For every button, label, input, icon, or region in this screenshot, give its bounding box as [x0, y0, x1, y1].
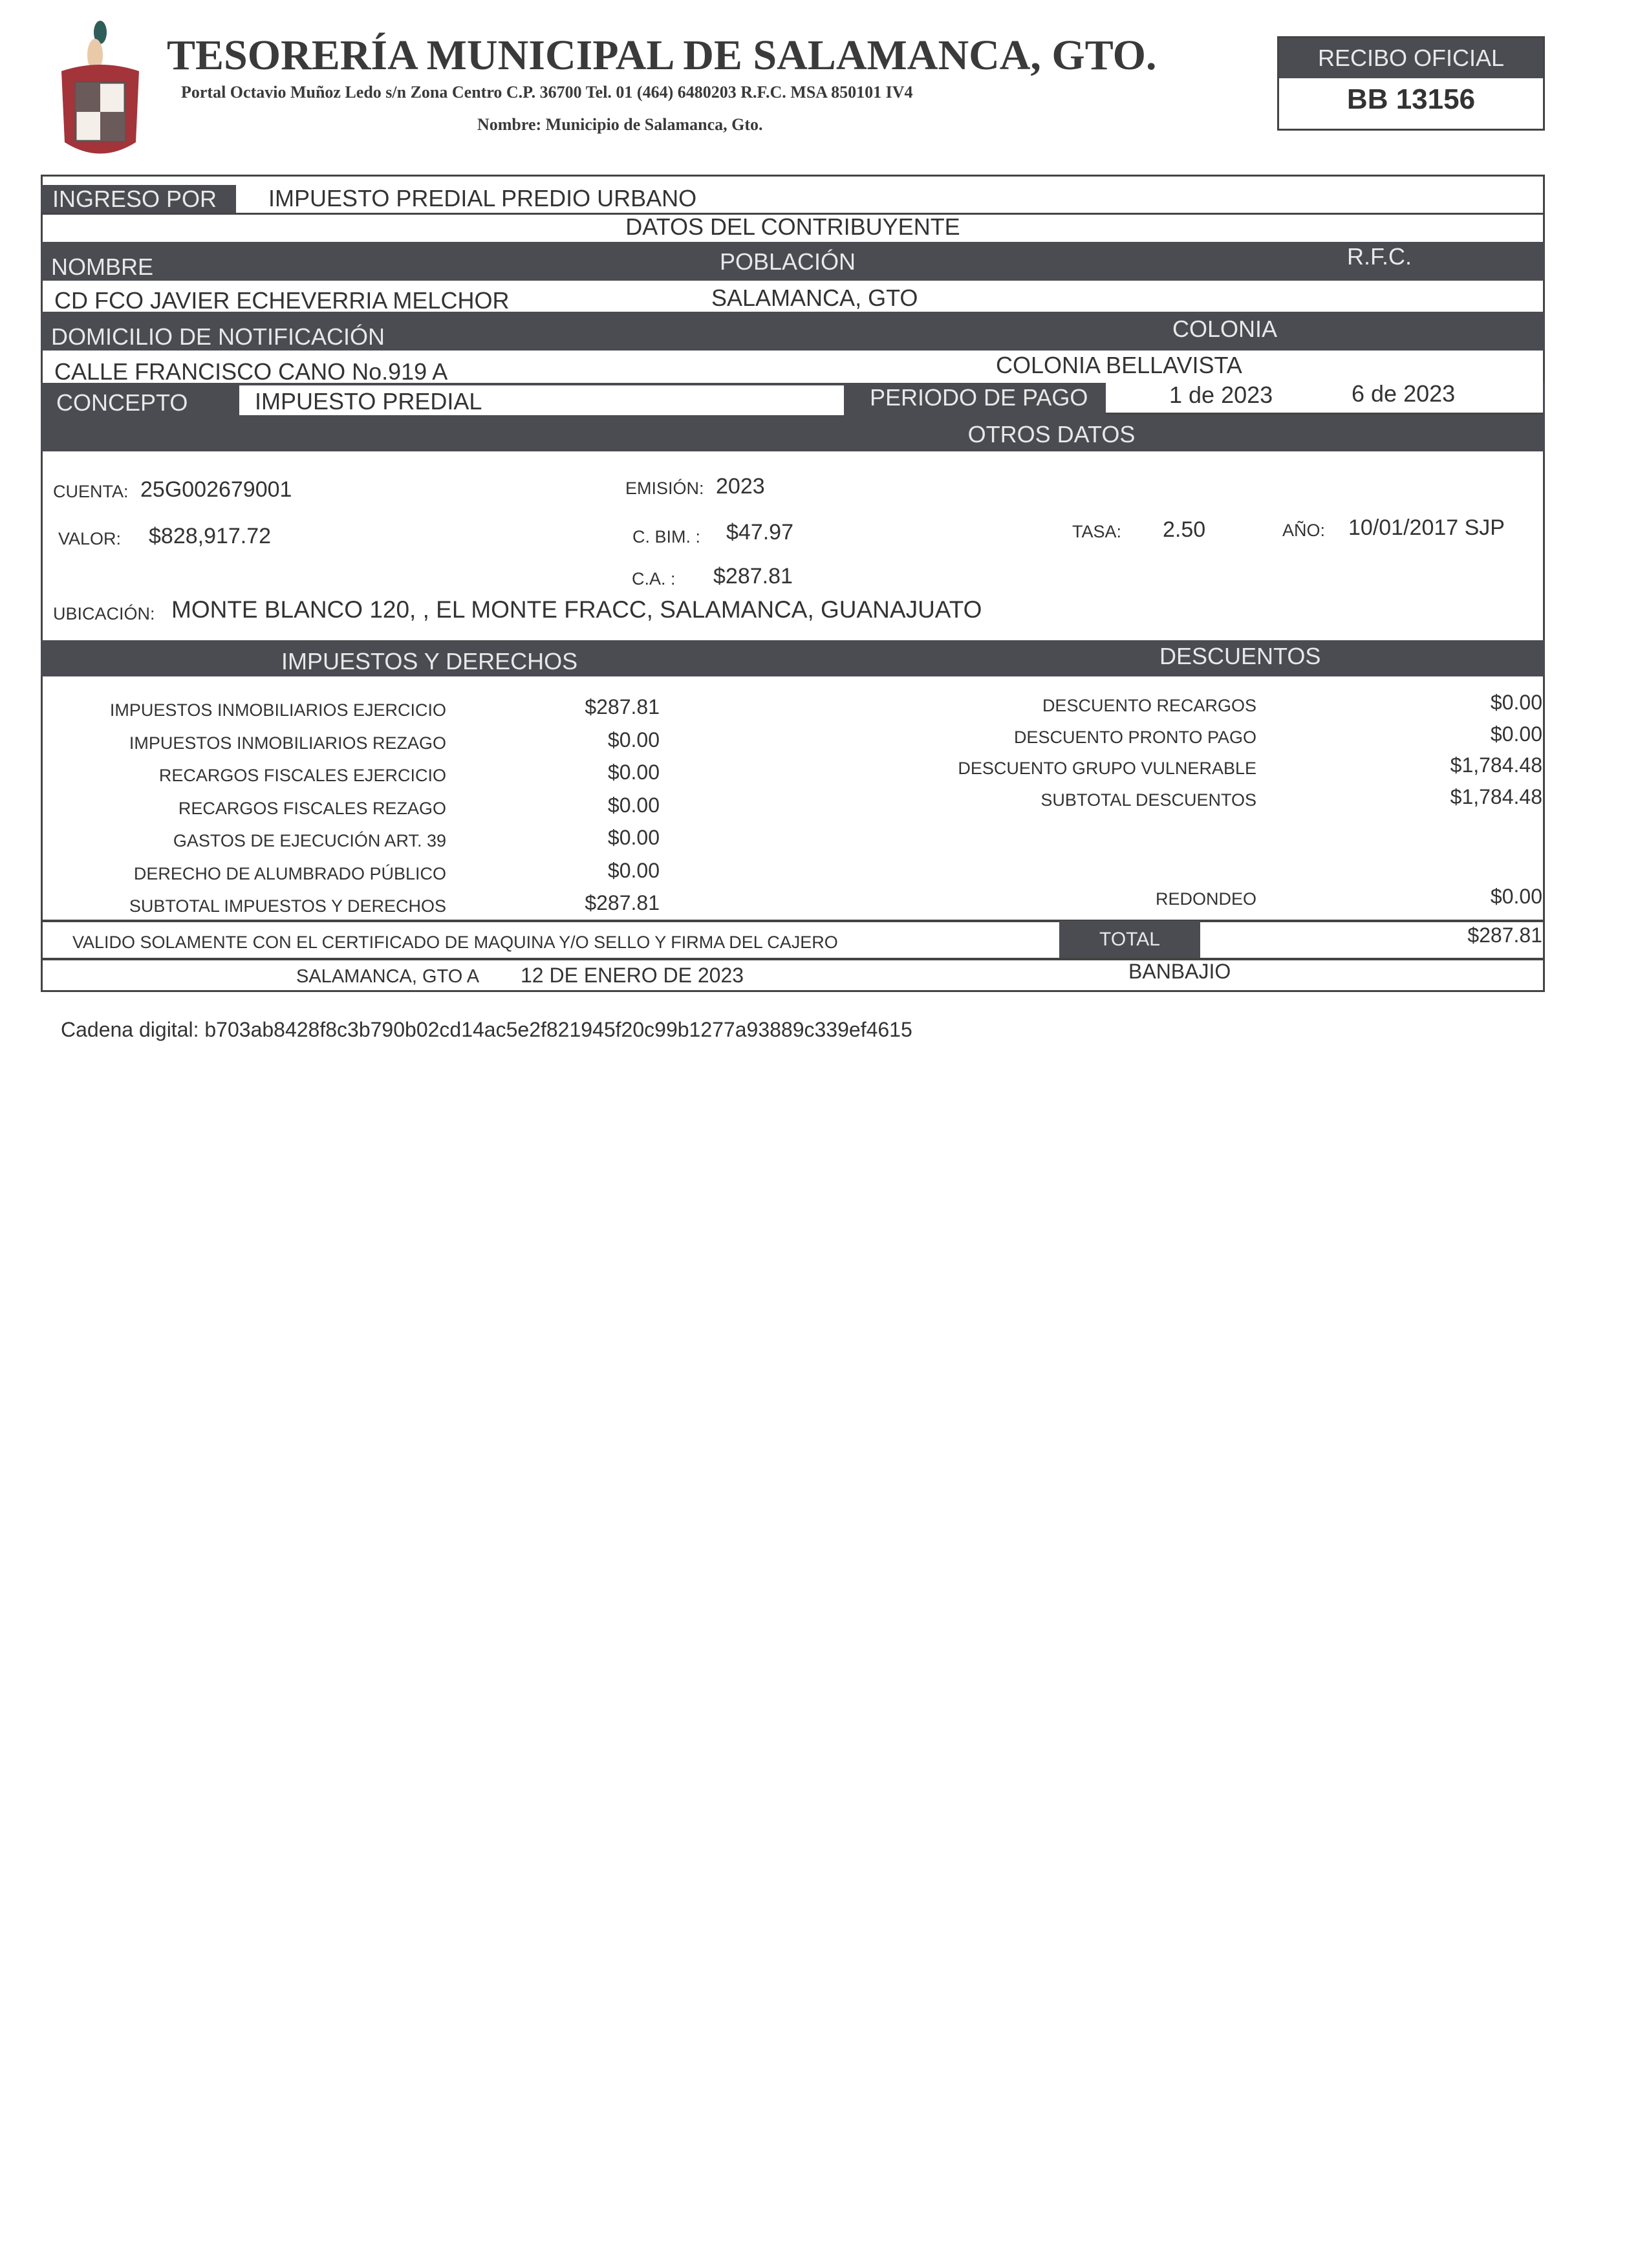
domicilio-label: DOMICILIO DE NOTIFICACIÓN	[51, 323, 385, 350]
valor-value: $828,917.72	[149, 524, 272, 548]
descuento-label: DESCUENTO GRUPO VULNERABLE	[958, 759, 1256, 778]
colonia-value: COLONIA BELLAVISTA	[996, 352, 1242, 378]
concepto-value: IMPUESTO PREDIAL	[255, 388, 482, 415]
descuento-label: DESCUENTO PRONTO PAGO	[1013, 727, 1256, 747]
impuesto-value: $0.00	[607, 826, 660, 849]
recibo-box: RECIBO OFICIAL BB 13156	[1277, 36, 1545, 131]
banco: BANBAJIO	[1128, 960, 1231, 983]
impuesto-label: RECARGOS FISCALES REZAGO	[178, 798, 446, 818]
ubicacion-value: MONTE BLANCO 120, , EL MONTE FRACC, SALA…	[171, 596, 982, 623]
descuento-label: DESCUENTO RECARGOS	[1042, 696, 1256, 715]
cuenta-label: CUENTA:	[53, 482, 129, 501]
receipt-table	[41, 175, 1545, 992]
impuesto-label: GASTOS DE EJECUCIÓN ART. 39	[173, 831, 446, 850]
cbim-label: C. BIM. :	[632, 527, 701, 546]
address-line: Portal Octavio Muñoz Ledo s/n Zona Centr…	[181, 83, 913, 102]
concepto-label: CONCEPTO	[56, 389, 188, 416]
ingreso-label: INGRESO POR	[41, 185, 236, 213]
periodo-label: PERIODO DE PAGO	[870, 384, 1088, 411]
ubicacion-label: UBICACIÓN:	[53, 604, 155, 623]
redondeo-value: $0.00	[1490, 885, 1542, 908]
anio-value: 10/01/2017 SJP	[1348, 515, 1505, 540]
ca-label: C.A. :	[632, 569, 676, 589]
emision-value: 2023	[716, 474, 765, 499]
impuesto-label: RECARGOS FISCALES EJERCICIO	[158, 766, 446, 785]
anio-label: AÑO:	[1282, 521, 1326, 540]
domicilio-value: CALLE FRANCISCO CANO No.919 A	[54, 358, 448, 385]
contribuyente-header-row: NOMBRE POBLACIÓN R.F.C.	[41, 242, 1545, 281]
impuesto-label: IMPUESTOS INMOBILIARIOS REZAGO	[129, 733, 446, 753]
tasa-value: 2.50	[1163, 517, 1206, 542]
emision-label: EMISIÓN:	[625, 479, 704, 498]
impuesto-value: $0.00	[607, 761, 660, 784]
nombre-label: NOMBRE	[51, 254, 154, 280]
rfc-label: R.F.C.	[1347, 243, 1412, 270]
redondeo-label: REDONDEO	[1155, 889, 1256, 909]
impuesto-value: $0.00	[607, 793, 660, 817]
impuesto-label: DERECHO DE ALUMBRADO PÚBLICO	[133, 863, 446, 883]
impuesto-value: $287.81	[585, 695, 660, 718]
valor-label: VALOR:	[58, 529, 122, 548]
colonia-label: COLONIA	[1172, 316, 1278, 342]
ca-value: $287.81	[713, 564, 793, 589]
poblacion-label: POBLACIÓN	[720, 248, 856, 275]
recibo-label: RECIBO OFICIAL	[1279, 38, 1543, 78]
periodo-inicio: 1 de 2023	[1169, 382, 1273, 408]
descuento-value: $1,784.48	[1450, 753, 1542, 777]
otros-section: OTROS DATOS	[41, 418, 1545, 451]
impuesto-label: IMPUESTOS INMOBILIARIOS EJERCICIO	[109, 700, 446, 720]
periodo-fin: 6 de 2023	[1352, 380, 1456, 407]
page-title: TESORERÍA MUNICIPAL DE SALAMANCA, GTO.	[167, 32, 1157, 79]
ingreso-value: IMPUESTO PREDIAL PREDIO URBANO	[268, 185, 697, 211]
nombre-value: CD FCO JAVIER ECHEVERRIA MELCHOR	[54, 287, 510, 314]
impuesto-label: SUBTOTAL IMPUESTOS Y DERECHOS	[129, 896, 446, 916]
descuento-value: $0.00	[1490, 722, 1542, 746]
impuestos-section: IMPUESTOS Y DERECHOS	[281, 648, 578, 675]
fecha: 12 DE ENERO DE 2023	[521, 964, 744, 987]
descuento-value: $0.00	[1490, 691, 1542, 714]
cadena-digital: Cadena digital: b703ab8428f8c3b790b02cd1…	[61, 1018, 912, 1041]
cbim-value: $47.97	[726, 520, 793, 545]
impuestos-header-row: IMPUESTOS Y DERECHOS DESCUENTOS	[41, 640, 1545, 676]
impuesto-value: $0.00	[607, 858, 660, 882]
recibo-folio: BB 13156	[1346, 83, 1476, 115]
domicilio-header-row: DOMICILIO DE NOTIFICACIÓN COLONIA	[41, 312, 1545, 351]
descuento-label: SUBTOTAL DESCUENTOS	[1040, 790, 1256, 810]
poblacion-value: SALAMANCA, GTO	[711, 285, 918, 311]
impuesto-value: $287.81	[585, 891, 660, 914]
validez-note: VALIDO SOLAMENTE CON EL CERTIFICADO DE M…	[72, 933, 838, 952]
descuento-value: $1,784.48	[1450, 784, 1542, 808]
total-value: $287.81	[1467, 923, 1542, 947]
cuenta-value: 25G002679001	[140, 477, 292, 502]
entity-name: Nombre: Municipio de Salamanca, Gto.	[477, 115, 763, 134]
lugar: SALAMANCA, GTO A	[296, 966, 480, 987]
descuentos-section: DESCUENTOS	[1159, 643, 1321, 669]
contribuyente-section: DATOS DEL CONTRIBUYENTE	[625, 213, 960, 240]
total-label: TOTAL	[1059, 921, 1200, 958]
impuesto-value: $0.00	[607, 728, 660, 751]
municipal-crest-logo	[61, 21, 139, 154]
tasa-label: TASA:	[1072, 522, 1122, 541]
